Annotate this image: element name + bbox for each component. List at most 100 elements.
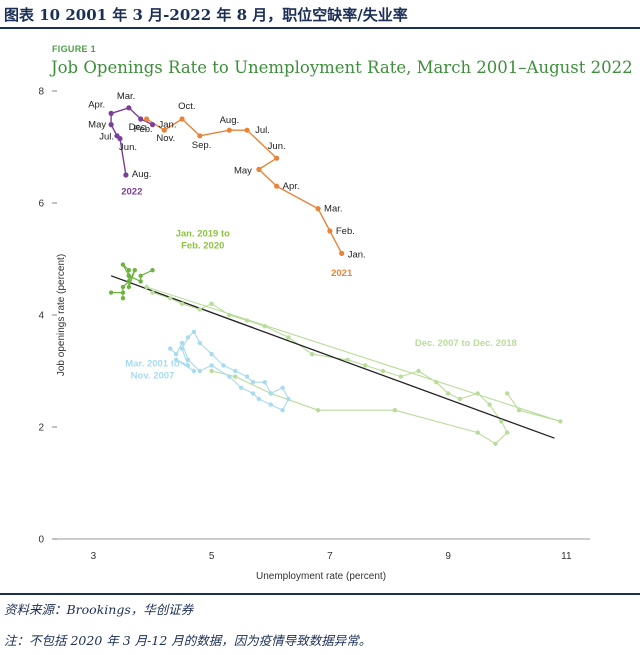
data-point xyxy=(487,402,492,407)
data-point xyxy=(179,346,185,351)
data-point xyxy=(327,228,333,234)
y-tick-label: 8 xyxy=(38,87,44,98)
figure-label: FIGURE 1 xyxy=(52,44,96,54)
data-point xyxy=(233,368,238,374)
data-point xyxy=(179,116,185,122)
y-tick-label: 2 xyxy=(38,423,44,434)
data-point xyxy=(244,374,250,379)
y-axis-title: Job openings rate (percent) xyxy=(56,254,67,376)
data-point xyxy=(280,385,285,390)
data-point xyxy=(227,312,232,318)
point-labels: Jan. Feb. Mar. Apr. May Jun. Jul. Aug. Sep. Oct. N… xyxy=(88,91,517,382)
month-label: May xyxy=(234,165,252,176)
data-point xyxy=(197,340,203,346)
data-point xyxy=(398,374,404,379)
data-point xyxy=(120,296,126,301)
data-point xyxy=(120,284,126,290)
month-label: Jan. xyxy=(159,120,177,131)
report-figure-header: 图表 10 2001 年 3 月-2022 年 8 月，职位空缺率/失业率 xyxy=(4,6,408,24)
month-label: May xyxy=(88,120,106,131)
data-point xyxy=(138,279,143,284)
data-point xyxy=(209,363,214,368)
data-point xyxy=(117,136,123,142)
data-point xyxy=(286,335,291,340)
month-label: Feb. xyxy=(336,226,355,237)
data-point xyxy=(309,352,315,357)
data-point xyxy=(505,391,510,396)
data-point xyxy=(179,301,185,306)
data-point xyxy=(315,206,321,212)
data-point xyxy=(150,268,155,273)
month-label: Jun. xyxy=(268,141,286,152)
data-point xyxy=(457,396,463,402)
data-point xyxy=(493,441,498,446)
group-label-2001: Mar. 2001 to Nov. 2007 xyxy=(125,359,180,382)
data-point xyxy=(268,402,273,407)
data-point xyxy=(191,368,197,374)
data-point xyxy=(138,273,143,278)
data-point xyxy=(123,172,129,178)
data-point xyxy=(126,268,132,273)
data-point xyxy=(434,380,439,385)
data-point xyxy=(250,380,256,385)
header-divider xyxy=(0,27,640,29)
month-label: Jan. xyxy=(348,249,366,260)
source-note: 资料来源：Brookings，华创证券 xyxy=(4,602,194,617)
x-tick-label: 9 xyxy=(445,551,451,562)
data-point xyxy=(209,301,214,306)
data-point xyxy=(173,357,179,362)
data-point xyxy=(516,408,522,413)
data-point xyxy=(150,290,155,295)
month-label: Jul. xyxy=(99,132,114,143)
data-point xyxy=(108,290,114,295)
group-label-2022: 2022 xyxy=(121,187,142,198)
x-tick-label: 3 xyxy=(91,551,97,562)
data-point xyxy=(108,122,114,128)
footer-divider xyxy=(0,593,640,595)
data-point xyxy=(280,408,285,413)
series-points xyxy=(108,105,563,446)
data-point xyxy=(475,430,480,435)
month-label: Jul. xyxy=(255,125,270,136)
month-label: Apr. xyxy=(88,99,105,110)
data-point xyxy=(268,391,273,396)
data-point xyxy=(197,368,203,374)
data-point xyxy=(209,352,214,357)
series-line xyxy=(111,264,153,299)
data-point xyxy=(339,250,345,256)
data-point xyxy=(363,363,368,368)
data-point xyxy=(392,408,398,413)
data-point xyxy=(173,352,179,357)
series-line xyxy=(146,286,561,445)
data-point xyxy=(138,116,144,122)
data-point xyxy=(256,166,262,172)
data-point xyxy=(244,127,250,133)
series-line xyxy=(169,331,290,411)
data-point xyxy=(185,335,191,340)
data-point xyxy=(168,296,173,301)
data-point xyxy=(221,363,226,368)
month-label: Oct. xyxy=(178,101,195,112)
data-point xyxy=(185,363,191,368)
x-tick-label: 5 xyxy=(209,551,215,562)
data-point xyxy=(558,419,563,424)
data-point xyxy=(238,385,244,390)
month-label: Sep. xyxy=(192,140,212,151)
series-line xyxy=(146,118,343,254)
data-point xyxy=(197,133,203,139)
group-label-2001-line: Nov. 2007 xyxy=(131,371,175,382)
trend-layer xyxy=(110,275,555,439)
data-point xyxy=(475,391,480,396)
group-label-2001-line: Mar. 2001 to xyxy=(125,359,180,370)
data-point xyxy=(256,396,262,402)
group-label-2019: Jan. 2019 to Feb. 2020 xyxy=(176,229,231,252)
data-point xyxy=(143,116,150,122)
footnote: 注：不包括 2020 年 3 月-12 月的数据，因为疫情导致数据异常。 xyxy=(4,633,372,648)
data-point xyxy=(179,340,185,346)
y-tick-label: 0 xyxy=(38,535,44,546)
data-point xyxy=(416,368,421,374)
x-tick-label: 11 xyxy=(561,551,572,562)
data-point xyxy=(126,284,132,290)
data-point xyxy=(161,127,167,133)
month-label: Nov. xyxy=(156,133,175,144)
